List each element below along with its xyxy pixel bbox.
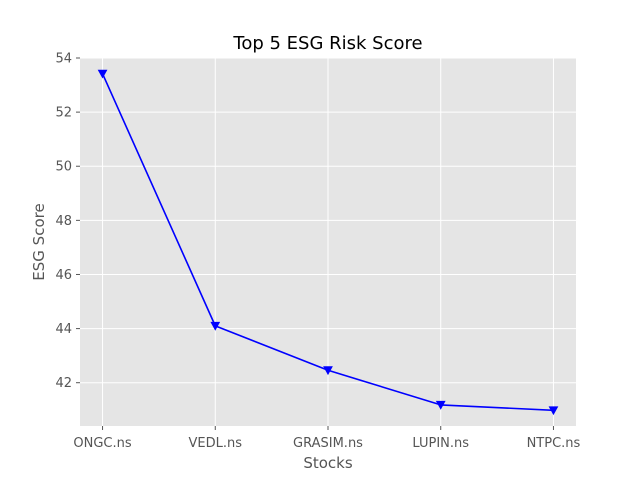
data-point-marker bbox=[210, 321, 221, 331]
grid-lines bbox=[80, 57, 576, 426]
chart-title: Top 5 ESG Risk Score bbox=[232, 33, 422, 54]
x-tick-label: NTPC.ns bbox=[527, 436, 581, 451]
data-point-marker bbox=[323, 366, 333, 376]
x-tick-label: GRASIM.ns bbox=[293, 436, 363, 451]
y-tick-label: 52 bbox=[55, 106, 72, 121]
data-point-marker bbox=[548, 406, 559, 416]
x-tick-label: ONGC.ns bbox=[73, 436, 131, 451]
x-axis-label: Stocks bbox=[303, 454, 353, 472]
x-tick-label: LUPIN.ns bbox=[412, 436, 469, 451]
y-tick-label: 50 bbox=[55, 160, 72, 175]
data-point-marker bbox=[435, 400, 446, 410]
data-point-marker bbox=[97, 69, 108, 79]
y-axis-label: ESG Score bbox=[30, 203, 48, 280]
series bbox=[97, 69, 559, 416]
x-tick-label: VEDL.ns bbox=[189, 436, 243, 451]
y-tick-label: 48 bbox=[55, 214, 72, 229]
y-tick-label: 54 bbox=[55, 52, 72, 67]
y-tick-label: 44 bbox=[55, 322, 72, 337]
axes: ONGC.ns VEDL.ns GRASIM.ns LUPIN.ns NTPC.ns 42… bbox=[55, 52, 580, 452]
y-tick-label: 46 bbox=[55, 268, 72, 283]
y-tick-label: 42 bbox=[55, 376, 72, 391]
